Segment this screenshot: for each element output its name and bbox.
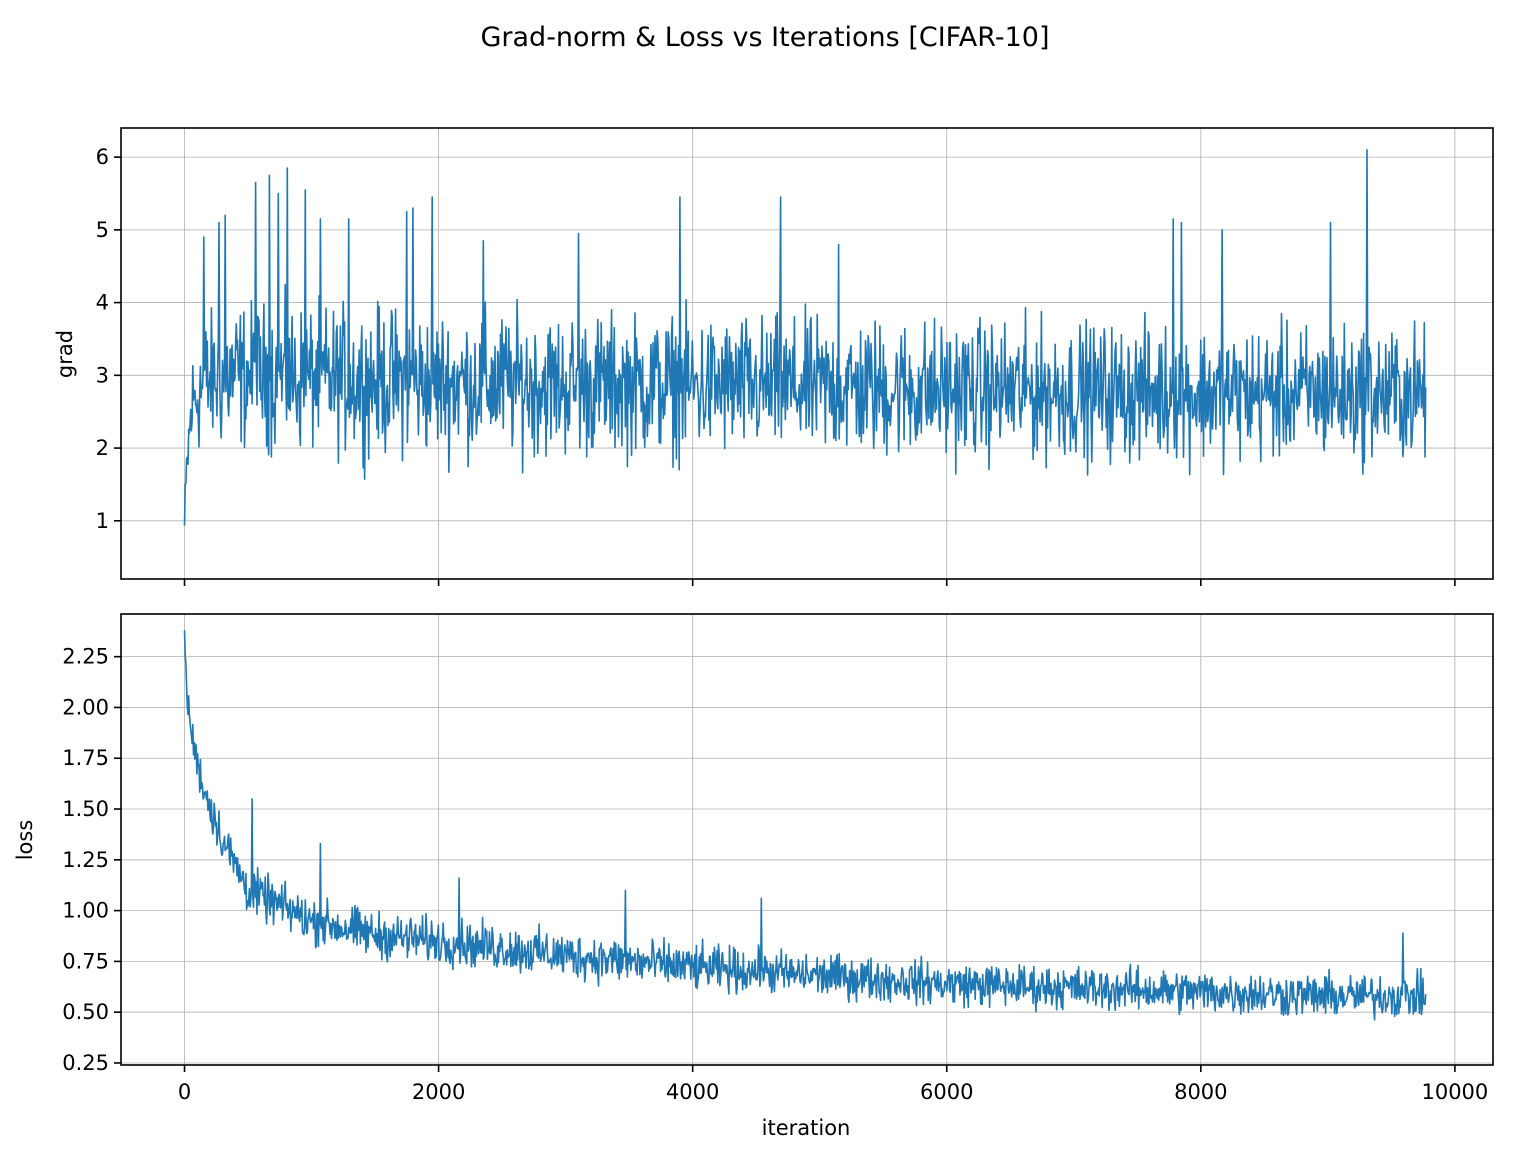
loss-line <box>183 630 1427 1021</box>
x-tick-label: 6000 <box>920 1080 973 1104</box>
grad-y-axis-label: grad <box>53 330 77 378</box>
x-tick-label: 8000 <box>1174 1080 1227 1104</box>
x-axis-label: iteration <box>762 1116 851 1140</box>
grad-y-tick-label: 2 <box>96 436 109 460</box>
loss-series <box>183 630 1427 1021</box>
grad-series <box>183 149 1427 526</box>
grad-ticks: 1 2 3 4 5 6 <box>96 145 1456 586</box>
grad-y-tick-label: 1 <box>96 509 109 533</box>
loss-ticks: 0 2000 4000 6000 8000 10000 0.25 0.50 0.75 1.00 1.… <box>62 645 1488 1104</box>
grad-y-tick-label: 4 <box>96 291 109 315</box>
loss-y-tick-label: 1.75 <box>62 746 109 770</box>
x-tick-label: 4000 <box>666 1080 719 1104</box>
loss-y-tick-label: 1.25 <box>62 848 109 872</box>
x-tick-label: 10000 <box>1421 1080 1488 1104</box>
grad-line <box>183 149 1427 526</box>
loss-y-tick-label: 1.50 <box>62 797 109 821</box>
grad-axes: 1 2 3 4 5 6 grad <box>53 127 1494 586</box>
grad-axes-frame <box>120 127 1494 580</box>
loss-axes: 0 2000 4000 6000 8000 10000 0.25 0.50 0.75 1.00 1.… <box>13 613 1494 1140</box>
loss-y-tick-label: 1.00 <box>62 899 109 923</box>
grad-y-tick-label: 3 <box>96 363 109 387</box>
grad-y-tick-label: 5 <box>96 218 109 242</box>
x-tick-label: 0 <box>178 1080 191 1104</box>
loss-y-tick-label: 0.25 <box>62 1051 109 1075</box>
loss-y-tick-label: 0.50 <box>62 1000 109 1024</box>
loss-y-tick-label: 0.75 <box>62 949 109 973</box>
grad-y-tick-label: 6 <box>96 145 109 169</box>
loss-gridlines <box>121 614 1493 1065</box>
chart-title: Grad-norm & Loss vs Iterations [CIFAR-10… <box>480 22 1049 53</box>
loss-y-axis-label: loss <box>13 820 37 861</box>
loss-y-tick-label: 2.25 <box>62 645 109 669</box>
loss-axes-frame <box>120 613 1494 1066</box>
loss-y-tick-label: 2.00 <box>62 695 109 719</box>
x-tick-label: 2000 <box>412 1080 465 1104</box>
